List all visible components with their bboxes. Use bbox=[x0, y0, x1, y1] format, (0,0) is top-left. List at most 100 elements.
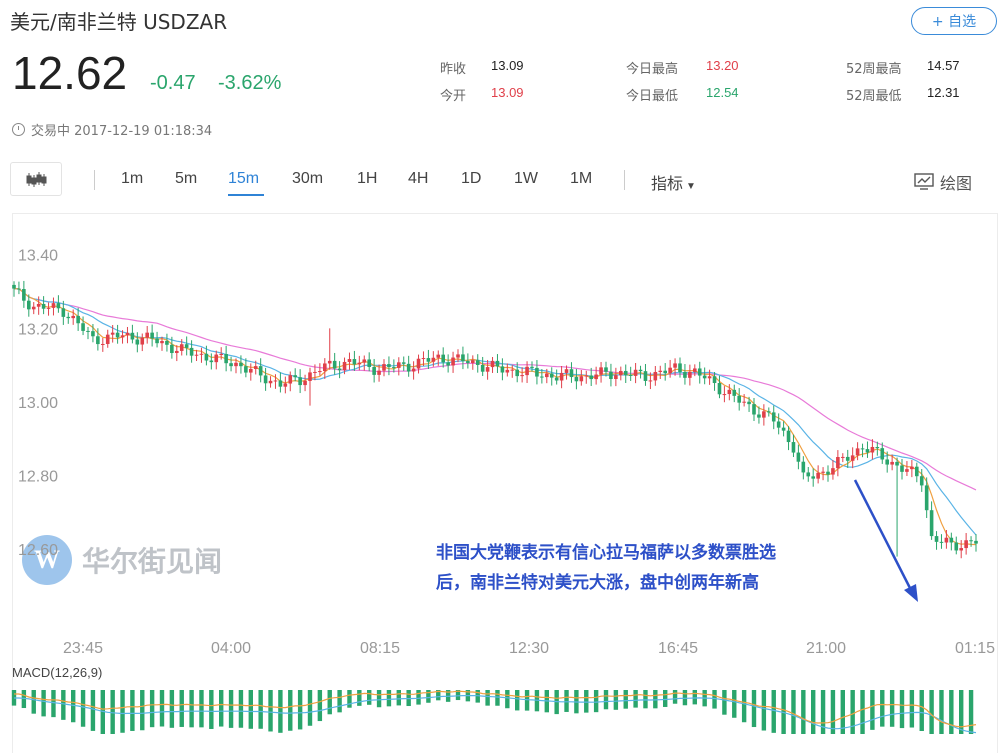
macd-bar bbox=[889, 690, 895, 727]
candle-body bbox=[915, 466, 919, 477]
macd-bar bbox=[51, 690, 56, 718]
interval-1h[interactable]: 1H bbox=[357, 170, 378, 187]
macd-bar bbox=[564, 690, 569, 712]
candle-body bbox=[658, 370, 663, 372]
chart-panel[interactable] bbox=[12, 213, 998, 753]
macd-bar bbox=[71, 690, 76, 723]
candle-body bbox=[372, 366, 376, 375]
candle-body bbox=[27, 300, 31, 310]
candle-body bbox=[283, 383, 288, 387]
interval-1d[interactable]: 1D bbox=[461, 170, 482, 187]
macd-bar bbox=[949, 690, 954, 734]
candle-body bbox=[17, 288, 21, 290]
candle-body bbox=[855, 448, 860, 456]
watermark-logo: W bbox=[22, 535, 72, 585]
candle-body bbox=[934, 536, 939, 542]
candle-body bbox=[426, 358, 431, 362]
interval-4h[interactable]: 4H bbox=[408, 170, 429, 187]
y-tick-label: 13.40 bbox=[18, 248, 58, 265]
candle-body bbox=[540, 376, 544, 378]
day-high-value: 13.20 bbox=[706, 58, 739, 73]
macd-bar bbox=[416, 690, 421, 705]
candle-body bbox=[702, 375, 707, 379]
candle-body bbox=[96, 336, 100, 345]
candle-body bbox=[727, 389, 732, 395]
candle-body bbox=[12, 284, 16, 289]
y-tick-label: 13.00 bbox=[18, 395, 58, 412]
x-tick-label: 04:00 bbox=[211, 640, 251, 657]
macd-bar bbox=[169, 690, 175, 728]
candle-body bbox=[910, 466, 914, 470]
candle-body bbox=[895, 461, 899, 466]
candle-body bbox=[406, 363, 411, 372]
candle-body bbox=[609, 371, 613, 379]
x-tick-label: 12:30 bbox=[509, 640, 549, 657]
candle-body bbox=[293, 375, 297, 378]
candle-body bbox=[816, 472, 820, 479]
candle-body bbox=[224, 353, 228, 364]
watermark: W 华尔街见闻 bbox=[22, 535, 222, 585]
candle-body bbox=[633, 369, 638, 376]
interval-1m[interactable]: 1m bbox=[121, 170, 144, 187]
candle-body bbox=[204, 353, 209, 361]
macd-bar bbox=[643, 690, 648, 709]
candlestick-type-button[interactable] bbox=[10, 162, 62, 196]
macd-bar bbox=[228, 690, 234, 728]
active-interval-underline bbox=[228, 194, 264, 196]
macd-bar bbox=[692, 690, 697, 705]
interval-30m[interactable]: 30m bbox=[292, 170, 324, 187]
candle-body bbox=[786, 430, 791, 443]
prev-close-value: 13.09 bbox=[491, 58, 524, 73]
candle-body bbox=[584, 375, 589, 377]
candle-body bbox=[194, 354, 199, 356]
macd-bar bbox=[929, 690, 934, 734]
candle-body bbox=[456, 354, 460, 358]
candle-body bbox=[845, 456, 850, 461]
candle-body bbox=[707, 376, 712, 379]
w52-high-value: 14.57 bbox=[927, 58, 960, 73]
macd-bar bbox=[899, 690, 905, 729]
candle-body bbox=[125, 332, 130, 336]
macd-bar bbox=[880, 690, 885, 727]
candle-body bbox=[826, 471, 830, 475]
news-annotation: 非国大党鞭表示有信心拉马福萨以多数票胜选 后，南非兰特对美元大涨，盘中创两年新高 bbox=[436, 538, 776, 598]
candle-body bbox=[717, 383, 722, 395]
candle-body bbox=[638, 369, 643, 372]
interval-15m[interactable]: 15m bbox=[228, 170, 260, 187]
candle-body bbox=[836, 457, 840, 469]
macd-bar bbox=[238, 690, 244, 728]
chart-toolbar: 1m 5m 15m 30m 1H 4H 1D 1W 1M 指标 ▼ 绘图 bbox=[10, 162, 998, 198]
indicator-dropdown[interactable]: 指标 ▼ bbox=[651, 170, 696, 194]
draw-button[interactable]: 绘图 bbox=[914, 170, 972, 194]
annotation-line-2: 后，南非兰特对美元大涨，盘中创两年新高 bbox=[436, 573, 759, 593]
macd-bar bbox=[337, 690, 342, 713]
candle-body bbox=[949, 537, 954, 543]
candle-body bbox=[66, 316, 71, 319]
candle-body bbox=[939, 541, 944, 543]
candle-body bbox=[377, 370, 381, 375]
y-tick-label: 12.60 bbox=[18, 542, 58, 559]
candle-body bbox=[421, 358, 426, 360]
candle-body bbox=[278, 380, 283, 387]
candle-body bbox=[273, 380, 278, 382]
candle-body bbox=[298, 377, 302, 386]
interval-1w[interactable]: 1W bbox=[514, 170, 538, 187]
macd-bar bbox=[426, 690, 431, 703]
candle-body bbox=[520, 375, 524, 377]
macd-bar bbox=[593, 690, 599, 713]
candle-body bbox=[357, 362, 362, 365]
candle-body bbox=[485, 367, 490, 372]
candle-body bbox=[130, 332, 135, 340]
candle-body bbox=[515, 369, 519, 377]
macd-bar bbox=[672, 690, 678, 704]
candle-body bbox=[140, 337, 145, 345]
add-watchlist-button[interactable]: + 自选 bbox=[911, 7, 997, 35]
interval-5m[interactable]: 5m bbox=[175, 170, 198, 187]
macd-bar bbox=[248, 690, 253, 729]
candle-body bbox=[589, 375, 593, 380]
interval-1m-month[interactable]: 1M bbox=[570, 170, 593, 187]
candle-body bbox=[347, 359, 352, 362]
candle-body bbox=[752, 404, 756, 415]
price-change-pct: -3.62% bbox=[218, 72, 282, 94]
macd-bar bbox=[870, 690, 875, 730]
